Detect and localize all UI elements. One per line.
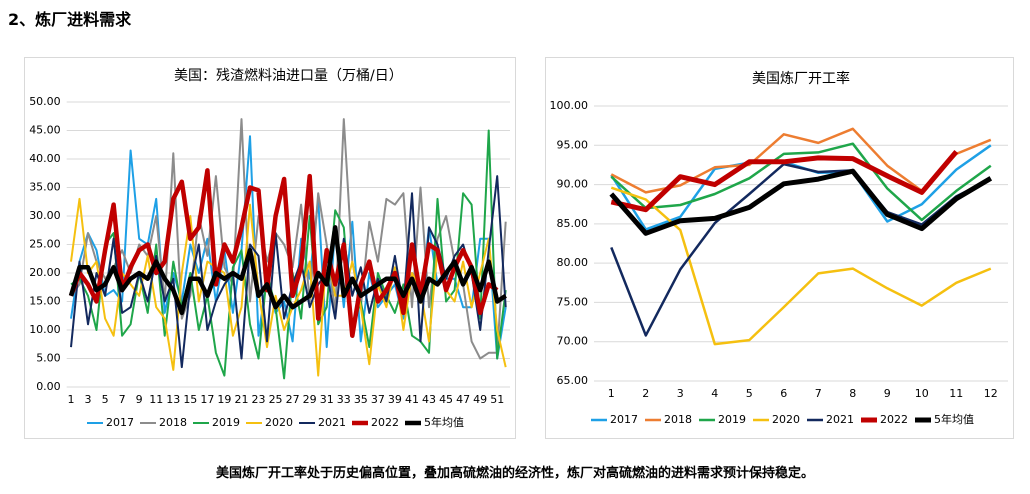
- x-tick-label: 19: [217, 393, 231, 406]
- x-tick-label: 25: [269, 393, 283, 406]
- x-tick-label: 5: [102, 393, 109, 406]
- y-tick-label: 50.00: [29, 95, 61, 108]
- x-tick-label: 23: [252, 393, 266, 406]
- series-line: [68, 168, 499, 338]
- x-tick-label: 21: [234, 393, 248, 406]
- legend-label: 2022: [880, 413, 908, 426]
- y-tick-label: 20.00: [29, 266, 61, 279]
- y-tick-label: 85.00: [557, 217, 589, 230]
- y-tick-label: 15.00: [29, 295, 61, 308]
- y-tick-label: 95.00: [557, 138, 589, 151]
- x-tick-label: 39: [388, 393, 402, 406]
- x-tick-label: 47: [456, 393, 470, 406]
- x-tick-label: 35: [354, 393, 368, 406]
- legend-label: 2017: [610, 413, 638, 426]
- x-tick-label: 51: [490, 393, 504, 406]
- legend-label: 2019: [212, 416, 240, 429]
- x-tick-label: 13: [166, 393, 180, 406]
- x-tick-label: 37: [371, 393, 385, 406]
- x-tick-label: 10: [915, 387, 929, 400]
- y-tick-label: 30.00: [29, 209, 61, 222]
- x-tick-label: 33: [337, 393, 351, 406]
- y-tick-label: 45.00: [29, 124, 61, 137]
- series-line: [610, 162, 992, 337]
- x-tick-label: 8: [849, 387, 856, 400]
- caption: 美国炼厂开工率处于历史偏高位置，叠加高硫燃油的经济性，炼厂对高硫燃油的进料需求预…: [215, 466, 814, 481]
- legend-label: 2019: [718, 413, 746, 426]
- x-tick-label: 9: [136, 393, 143, 406]
- x-tick-label: 31: [320, 393, 334, 406]
- legend-label: 5年均值: [934, 412, 974, 426]
- legend-label: 2022: [371, 416, 399, 429]
- x-tick-label: 1: [67, 393, 74, 406]
- y-tick-label: 40.00: [29, 152, 61, 165]
- y-tick-label: 80.00: [557, 256, 589, 269]
- legend-label: 2017: [106, 416, 134, 429]
- x-tick-label: 3: [85, 393, 92, 406]
- x-tick-label: 41: [405, 393, 419, 406]
- y-tick-label: 10.00: [29, 323, 61, 336]
- x-tick-label: 11: [149, 393, 163, 406]
- y-tick-label: 90.00: [557, 178, 589, 191]
- chart-title: 美国炼厂开工率: [752, 70, 850, 87]
- x-tick-label: 1: [608, 387, 615, 400]
- y-tick-label: 0.00: [36, 380, 61, 393]
- y-tick-label: 75.00: [557, 295, 589, 308]
- legend-label: 2021: [826, 413, 854, 426]
- y-tick-label: 65.00: [557, 374, 589, 387]
- series-line: [68, 225, 507, 316]
- y-tick-label: 70.00: [557, 335, 589, 348]
- series-line: [610, 142, 992, 222]
- x-tick-label: 27: [286, 393, 300, 406]
- x-tick-label: 17: [200, 393, 214, 406]
- series-line: [70, 129, 507, 380]
- x-tick-label: 11: [949, 387, 963, 400]
- x-tick-label: 43: [422, 393, 436, 406]
- x-tick-label: 7: [119, 393, 126, 406]
- section-heading: 2、炼厂进料需求: [8, 10, 132, 29]
- x-tick-label: 6: [780, 387, 787, 400]
- x-tick-label: 2: [642, 387, 649, 400]
- legend-label: 5年均值: [424, 415, 464, 429]
- series-line: [610, 149, 959, 213]
- y-tick-label: 25.00: [29, 238, 61, 251]
- y-tick-label: 35.00: [29, 181, 61, 194]
- legend-label: 2020: [772, 413, 800, 426]
- legend-label: 2021: [318, 416, 346, 429]
- x-tick-label: 12: [984, 387, 998, 400]
- x-tick-label: 15: [183, 393, 197, 406]
- legend-label: 2018: [664, 413, 692, 426]
- x-tick-label: 4: [711, 387, 718, 400]
- x-tick-label: 45: [439, 393, 453, 406]
- chart: 美国炼厂开工率 65.00 70.00 75.00 80.00 85.00 90.00 95.…: [545, 57, 1014, 439]
- y-tick-label: 5.00: [36, 352, 61, 365]
- x-tick-label: 3: [677, 387, 684, 400]
- x-tick-label: 49: [473, 393, 487, 406]
- x-tick-label: 7: [815, 387, 822, 400]
- chart: 美国：残渣燃料油进口量（万桶/日） 0.00 5.00 10.00 15.00 20.00…: [24, 57, 516, 439]
- legend-label: 2020: [265, 416, 293, 429]
- series-line: [609, 168, 993, 236]
- chart-title: 美国：残渣燃料油进口量（万桶/日）: [174, 67, 403, 84]
- x-tick-label: 9: [884, 387, 891, 400]
- x-tick-label: 29: [303, 393, 317, 406]
- y-tick-label: 100.00: [550, 99, 589, 112]
- legend-label: 2018: [159, 416, 187, 429]
- x-tick-label: 5: [746, 387, 753, 400]
